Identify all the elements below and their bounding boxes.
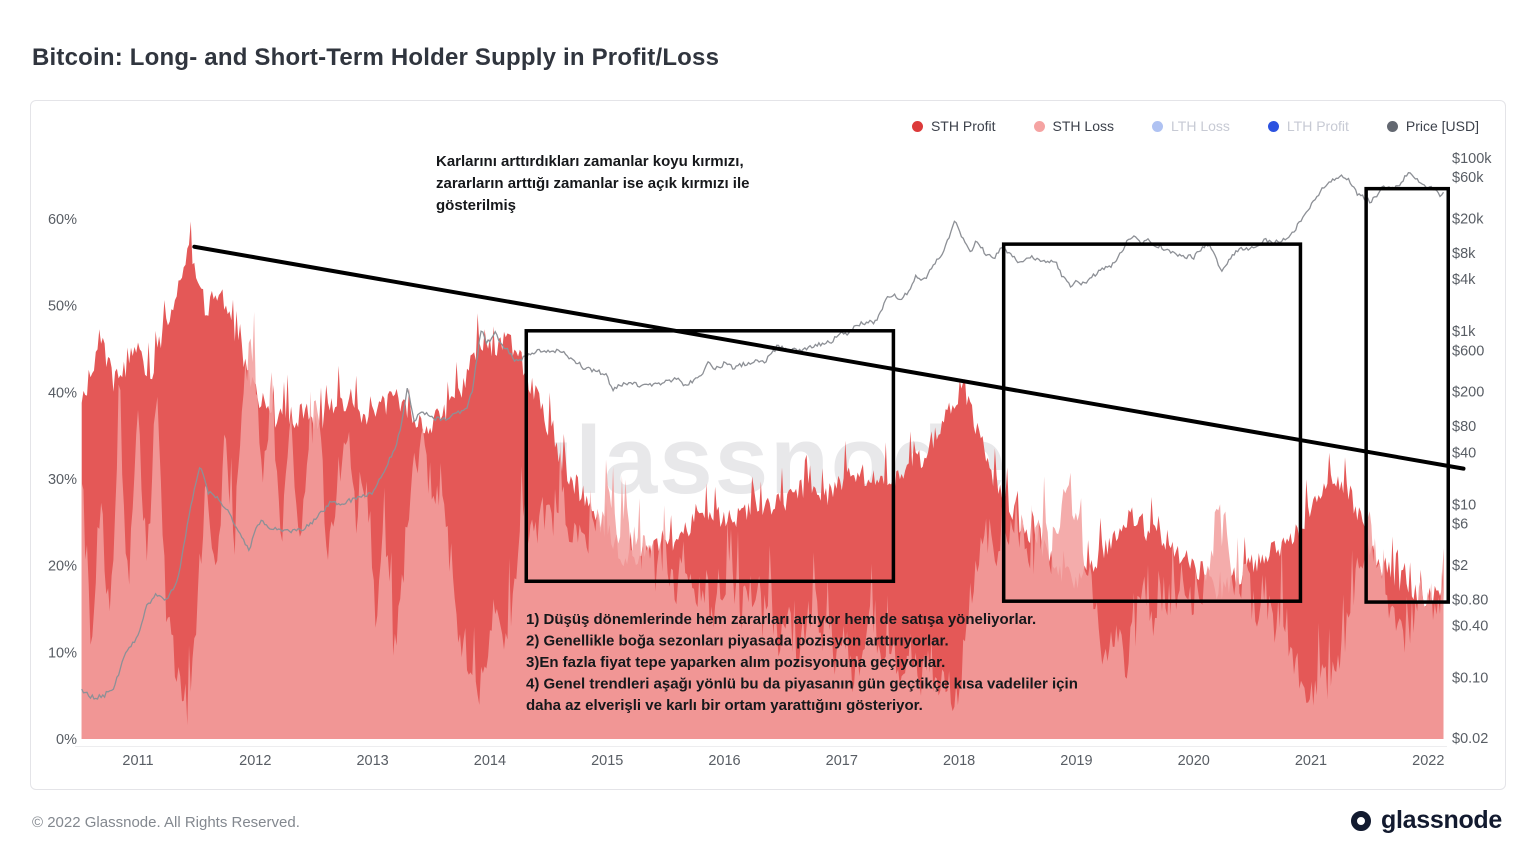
- legend-item-sth-profit[interactable]: STH Profit: [911, 118, 996, 134]
- glassnode-logo-text: glassnode: [1381, 806, 1502, 834]
- y-right-tick: $0.40: [1452, 618, 1488, 634]
- legend-dot-icon: [911, 120, 923, 132]
- x-tick: 2018: [943, 753, 975, 769]
- y-right-tick: $8k: [1452, 246, 1476, 262]
- x-tick: 2022: [1412, 753, 1444, 769]
- y-left-tick: 30%: [48, 472, 77, 488]
- glassnode-ring-icon: [1351, 810, 1372, 831]
- legend-item-sth-loss[interactable]: STH Loss: [1033, 118, 1115, 134]
- x-tick: 2014: [474, 753, 506, 769]
- y-right-tick: $200: [1452, 385, 1484, 401]
- y-right-tick: $2: [1452, 558, 1468, 574]
- y-right-tick: $1k: [1452, 324, 1476, 340]
- y-left-tick: 0%: [56, 732, 77, 748]
- bottom-note-line: 4) Genel trendleri aşağı yönlü bu da piy…: [526, 676, 1078, 693]
- y-right-tick: $4k: [1452, 272, 1476, 288]
- top-note-line: Karlarını arttırdıkları zamanlar koyu kı…: [436, 153, 744, 170]
- page-title: Bitcoin: Long- and Short-Term Holder Sup…: [32, 44, 720, 72]
- bottom-note-line: 2) Genellikle boğa sezonları piyasada po…: [526, 633, 949, 650]
- x-tick: 2013: [356, 753, 388, 769]
- y-right-tick: $40: [1452, 445, 1476, 461]
- y-right-tick: $100k: [1452, 151, 1492, 167]
- footer-copyright: © 2022 Glassnode. All Rights Reserved.: [32, 814, 300, 831]
- y-right-tick: $0.02: [1452, 731, 1488, 747]
- price-supply-chart[interactable]: glassnode 0%10%20%30%40%50%60%$100k$60k$…: [31, 101, 1507, 791]
- legend-label: LTH Loss: [1171, 118, 1230, 134]
- y-right-tick: $20k: [1452, 212, 1484, 228]
- legend-label: STH Loss: [1052, 118, 1115, 134]
- annotation-trendline: [192, 244, 1466, 471]
- sth-loss-area: [81, 311, 1444, 739]
- legend-item-lth-profit[interactable]: LTH Profit: [1267, 118, 1349, 134]
- y-right-tick: $600: [1452, 343, 1484, 359]
- legend-item-price-usd-[interactable]: Price [USD]: [1386, 118, 1479, 134]
- y-right-tick: $6: [1452, 517, 1468, 533]
- x-tick: 2012: [239, 753, 271, 769]
- top-note-line: zararların arttığı zamanlar ise açık kır…: [436, 175, 749, 192]
- x-tick: 2021: [1295, 753, 1327, 769]
- bottom-note-line: 1) Düşüş dönemlerinde hem zararları artı…: [526, 611, 1036, 628]
- y-right-tick: $10: [1452, 497, 1476, 513]
- x-tick: 2016: [708, 753, 740, 769]
- legend-dot-icon: [1267, 120, 1279, 132]
- x-tick: 2011: [122, 753, 153, 769]
- y-left-tick: 20%: [48, 559, 77, 575]
- annotation-box-1: [524, 329, 896, 584]
- annotation-box-2: [1001, 242, 1303, 603]
- legend-label: Price [USD]: [1405, 118, 1479, 134]
- bottom-note-line: daha az elverişli ve karlı bir ortam yar…: [526, 697, 923, 714]
- x-tick: 2019: [1060, 753, 1092, 769]
- legend-label: STH Profit: [930, 118, 996, 134]
- y-right-tick: $80: [1452, 419, 1476, 435]
- bottom-note-line: 3)En fazla fiyat tepe yaparken alım pozi…: [526, 654, 945, 671]
- legend-dot-icon: [1152, 120, 1164, 132]
- price-line: [81, 172, 1445, 700]
- y-left-tick: 10%: [48, 645, 77, 661]
- y-right-tick: $60k: [1452, 170, 1484, 186]
- y-right-tick: $0.80: [1452, 592, 1488, 608]
- x-tick: 2017: [826, 753, 858, 769]
- legend-label: LTH Profit: [1286, 118, 1349, 134]
- glassnode-logo[interactable]: glassnode: [1351, 806, 1502, 835]
- chart-card: glassnode 0% 10% 20% 30% 40% 50% 60% $100k $60k $…: [30, 100, 1506, 790]
- x-tick: 2015: [591, 753, 623, 769]
- legend-dot-icon: [1033, 120, 1045, 132]
- chart-legend: STH Profit STH Loss LTH Loss LTH Profit Pric…: [911, 118, 1479, 134]
- y-left-tick: 50%: [48, 299, 77, 315]
- top-note-line: gösterilmiş: [436, 197, 516, 214]
- y-right-tick: $0.10: [1452, 671, 1488, 687]
- legend-item-lth-loss[interactable]: LTH Loss: [1152, 118, 1230, 134]
- y-left-tick: 60%: [48, 212, 77, 228]
- x-tick: 2020: [1178, 753, 1210, 769]
- legend-dot-icon: [1386, 120, 1398, 132]
- y-left-tick: 40%: [48, 385, 77, 401]
- annotation-box-3: [1364, 186, 1450, 604]
